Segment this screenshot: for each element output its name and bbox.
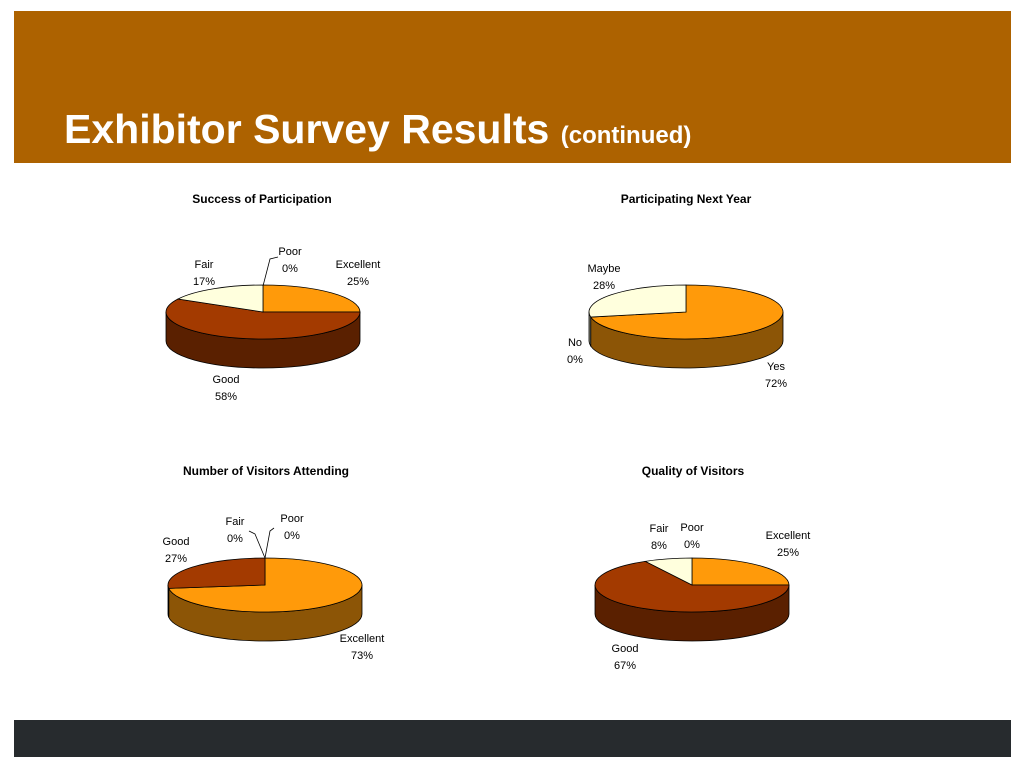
slice-label-name: Excellent bbox=[336, 259, 381, 271]
pie-chart-participating-next-year: Participating Next Year Yes 72% No 0% Maybe 28… bbox=[567, 192, 787, 390]
slice-label-name: Excellent bbox=[340, 633, 385, 645]
pie-top bbox=[594, 557, 790, 613]
pie-slice-maybe bbox=[588, 284, 687, 318]
slice-label-excellent: Excellent 25% bbox=[336, 259, 381, 288]
slice-label-name: Good bbox=[213, 374, 240, 386]
slice-label-value: 0% bbox=[567, 354, 583, 366]
slice-label-value: 0% bbox=[227, 533, 243, 545]
pie-side-good bbox=[167, 584, 170, 618]
pie-slice-excellent bbox=[691, 557, 790, 586]
slice-label-good: Good 58% bbox=[213, 374, 240, 403]
footer-band bbox=[14, 720, 1011, 757]
slice-label-name: Maybe bbox=[587, 263, 620, 275]
chart-title: Quality of Visitors bbox=[642, 464, 745, 478]
slice-label-name: Poor bbox=[280, 513, 304, 525]
slice-label-value: 28% bbox=[593, 280, 615, 292]
slice-label-value: 73% bbox=[351, 650, 373, 662]
slice-label-value: 72% bbox=[765, 378, 787, 390]
pie-slice-excellent bbox=[262, 284, 361, 313]
pie-slice-good bbox=[165, 298, 361, 340]
slice-label-name: Poor bbox=[278, 246, 302, 258]
slice-label-name: Poor bbox=[680, 522, 704, 534]
pie-slice-yes bbox=[589, 284, 784, 340]
slice-label-name: Fair bbox=[650, 523, 669, 535]
slice-label-value: 0% bbox=[284, 530, 300, 542]
slice-label-good: Good 67% bbox=[612, 643, 639, 672]
slice-label-value: 67% bbox=[614, 660, 636, 672]
slice-label-name: Excellent bbox=[766, 530, 811, 542]
pie-chart-number-of-visitors-attending: Number of Visitors Attending Excellent 73%… bbox=[163, 464, 385, 662]
leader-line bbox=[264, 527, 275, 559]
pie-slice-good bbox=[167, 557, 266, 589]
slice-label-fair: Fair 0% bbox=[226, 516, 266, 559]
chart-title: Participating Next Year bbox=[621, 192, 752, 206]
slice-label-value: 25% bbox=[347, 276, 369, 288]
slice-label-value: 17% bbox=[193, 276, 215, 288]
pie-slice-good bbox=[594, 560, 790, 613]
slice-label-value: 58% bbox=[215, 391, 237, 403]
slice-label-fair: Fair 17% bbox=[193, 259, 215, 288]
slice-label-poor: Poor 0% bbox=[264, 513, 304, 559]
title-band: Exhibitor Survey Results (continued) bbox=[14, 11, 1011, 163]
slice-label-name: Fair bbox=[226, 516, 245, 528]
slice-label-value: 0% bbox=[684, 539, 700, 551]
slice-label-value: 0% bbox=[282, 263, 298, 275]
pie-top bbox=[588, 284, 784, 340]
slice-label-name: Good bbox=[163, 536, 190, 548]
pie-top bbox=[165, 284, 361, 340]
slice-label-name: No bbox=[568, 337, 582, 349]
leader-line bbox=[262, 256, 279, 287]
slice-label-name: Good bbox=[612, 643, 639, 655]
slice-label-value: 8% bbox=[651, 540, 667, 552]
slice-label-good: Good 27% bbox=[163, 536, 190, 565]
slice-label-excellent: Excellent 73% bbox=[340, 633, 385, 662]
leader-line bbox=[248, 530, 266, 559]
chart-title: Success of Participation bbox=[192, 192, 331, 206]
slice-label-name: Fair bbox=[195, 259, 214, 271]
chart-title: Number of Visitors Attending bbox=[183, 464, 349, 478]
slice-label-poor: Poor 0% bbox=[262, 246, 302, 287]
slice-label-value: 25% bbox=[777, 547, 799, 559]
slice-label-fair: Fair 8% bbox=[650, 523, 669, 552]
pie-top bbox=[167, 557, 363, 613]
pie-slice-fair bbox=[176, 284, 264, 313]
pie-chart-quality-of-visitors: Quality of Visitors Excellent 25% Good 67% Fa… bbox=[594, 464, 811, 672]
slice-label-yes: Yes 72% bbox=[765, 361, 787, 390]
slice-label-excellent: Excellent 25% bbox=[766, 530, 811, 559]
pie-chart-success-of-participation: Success of Participation Excellent 25% Good… bbox=[165, 192, 381, 403]
slide-title-main: Exhibitor Survey Results bbox=[64, 106, 550, 152]
slice-label-maybe: Maybe 28% bbox=[587, 263, 620, 292]
pie-slice-fair bbox=[643, 557, 693, 586]
slice-label-name: Yes bbox=[767, 361, 785, 373]
slice-label-value: 27% bbox=[165, 553, 187, 565]
slice-label-poor: Poor 0% bbox=[680, 522, 704, 551]
slice-label-no: No 0% bbox=[567, 337, 583, 366]
slide-title: Exhibitor Survey Results (continued) bbox=[64, 106, 691, 153]
slide-title-subtitle: (continued) bbox=[560, 122, 692, 149]
